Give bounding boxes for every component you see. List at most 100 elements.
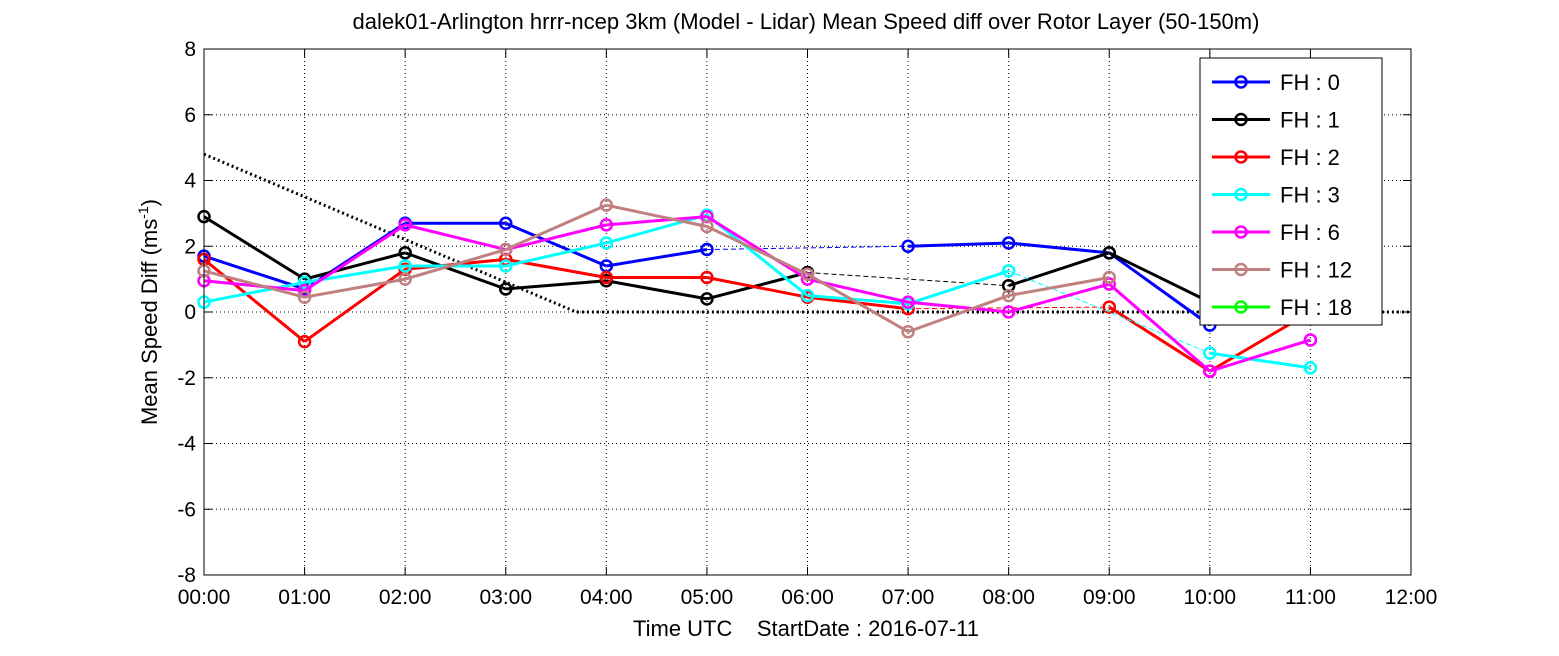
x-tick-label: 09:00 <box>1083 586 1136 609</box>
series-line-segment <box>404 223 507 251</box>
data-point <box>1102 300 1116 314</box>
y-tick-label: -2 <box>177 367 196 390</box>
data-point <box>297 290 312 304</box>
legend-item: FH : 0 <box>1212 70 1340 95</box>
x-tick-label: 12:00 <box>1385 586 1438 609</box>
series-line-segment <box>203 215 306 281</box>
series-line-segment <box>203 279 305 293</box>
data-point <box>499 242 513 257</box>
series-line-segment <box>606 203 708 228</box>
series-line-segment <box>806 272 909 334</box>
y-axis-label: Mean Speed Diff (ms-1) <box>135 199 162 425</box>
series-fh-1 <box>197 209 1217 309</box>
legend-item: FH : 18 <box>1212 295 1352 320</box>
x-tick-label: 06:00 <box>781 586 834 609</box>
series-line-segment <box>203 269 305 299</box>
legend-item: FH : 12 <box>1212 258 1352 283</box>
legend-label: FH : 6 <box>1280 220 1340 245</box>
y-axis-label-suffix: ) <box>137 199 162 206</box>
data-point <box>1001 288 1016 303</box>
series-line-segment <box>1108 305 1211 373</box>
data-point <box>700 292 714 306</box>
series-line-segment <box>203 280 305 304</box>
series-line-segment <box>505 203 607 251</box>
data-point <box>1102 246 1116 260</box>
legend-label: FH : 3 <box>1280 183 1340 208</box>
data-point <box>599 198 614 212</box>
series-line-segment <box>907 269 1010 306</box>
series-group <box>197 198 1318 378</box>
data-point <box>398 218 412 232</box>
data-point <box>700 219 714 234</box>
legend-label: FH : 1 <box>1280 108 1340 133</box>
x-tick-label: 11:00 <box>1285 586 1336 609</box>
series-line-segment <box>907 294 1010 334</box>
data-point <box>499 282 513 296</box>
legend-swatch-marker <box>1234 112 1248 127</box>
data-point <box>901 324 915 339</box>
series-gap-connector <box>908 306 1110 310</box>
legend: FH : 0 FH : 1 FH : 2 FH : 3 FH : 6 FH : 12 FH … <box>1199 57 1383 326</box>
series-line-segment <box>304 277 406 299</box>
y-axis-label-text: Mean Speed Diff (ms <box>137 219 162 425</box>
data-point <box>700 270 714 285</box>
y-tick-label: 8 <box>184 38 196 61</box>
reference-line <box>203 152 1411 314</box>
legend-swatch-marker <box>1234 262 1248 277</box>
data-point <box>297 275 312 290</box>
data-point <box>700 242 714 257</box>
series-line-segment <box>304 251 406 281</box>
data-point <box>1303 361 1318 375</box>
data-point <box>1001 305 1016 319</box>
legend-swatch-marker <box>1234 225 1248 239</box>
series-line-segment <box>606 215 708 227</box>
series-line-segment <box>706 215 809 281</box>
y-tick-label: 4 <box>184 170 196 193</box>
series-line-segment <box>404 248 507 281</box>
x-tick-label: 10:00 <box>1184 586 1237 609</box>
data-point <box>800 288 815 303</box>
series-line-segment <box>907 300 1009 314</box>
y-tick-label: -4 <box>177 433 196 456</box>
y-tick-label: -6 <box>177 498 196 521</box>
x-tick-label: 08:00 <box>982 586 1035 609</box>
series-fh-3 <box>197 208 1318 375</box>
series-line-segment <box>908 241 1009 248</box>
series-line-segment <box>706 225 809 276</box>
x-tick-label: 05:00 <box>681 586 734 609</box>
data-point <box>499 216 513 230</box>
y-tick-label: 6 <box>184 104 196 127</box>
y-axis-label-unit: -1 <box>135 206 151 219</box>
data-point <box>1303 333 1318 347</box>
legend-label: FH : 0 <box>1280 70 1340 95</box>
data-point <box>901 239 915 253</box>
series-gap-connector <box>706 245 909 251</box>
legend-label: FH : 12 <box>1280 258 1352 283</box>
series-line-segment <box>505 279 607 291</box>
series-line-segment <box>605 213 708 245</box>
data-point <box>1102 270 1116 285</box>
data-point <box>599 236 614 250</box>
series-line-segment <box>404 251 507 291</box>
data-point <box>398 272 412 286</box>
legend-item: FH : 2 <box>1212 145 1340 170</box>
x-tick-label: 01:00 <box>278 586 331 609</box>
x-tick-label: 07:00 <box>882 586 935 609</box>
series-line-segment <box>1209 338 1311 373</box>
series-line-segment <box>606 248 708 268</box>
series-line-segment <box>706 271 808 301</box>
x-tick-label: 04:00 <box>580 586 633 609</box>
legend-label: FH : 2 <box>1280 145 1340 170</box>
data-point <box>599 270 614 285</box>
x-tick-label: 02:00 <box>379 586 432 609</box>
legend-item: FH : 1 <box>1212 108 1340 133</box>
series-line-segment <box>1108 251 1211 304</box>
series-line-segment <box>1108 282 1211 373</box>
x-tick-label: 00:00 <box>178 586 231 609</box>
legend-swatch-marker <box>1234 187 1248 202</box>
legend-swatch-marker <box>1234 150 1248 164</box>
data-point <box>398 246 412 260</box>
series-line-segment <box>1209 351 1311 370</box>
legend-label: FH : 18 <box>1280 295 1352 320</box>
